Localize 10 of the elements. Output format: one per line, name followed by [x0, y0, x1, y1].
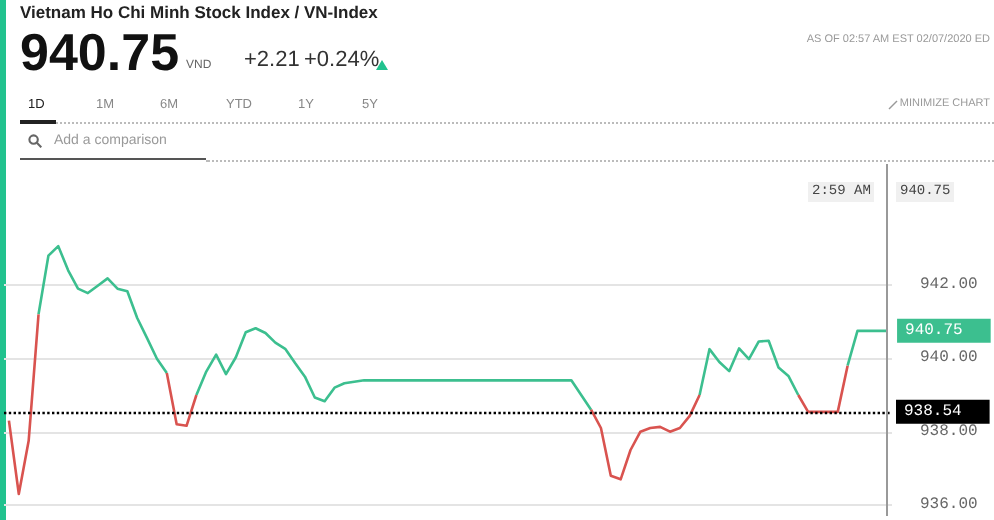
- y-tick-label: 942.00: [920, 276, 979, 294]
- y-tick-label: 938.00: [920, 422, 979, 441]
- text: +2.21: [244, 48, 300, 72]
- y-tick-label: 940.00: [920, 349, 979, 368]
- y-tick-label: 936.00: [920, 496, 979, 514]
- chart-title: Vietnam Ho Chi Minh Stock Index / VN-Index: [20, 2, 378, 22]
- ref-line-label: 938.54: [904, 402, 963, 421]
- text: 940.75: [20, 22, 180, 82]
- text: +0.24%: [304, 48, 380, 72]
- text: 940.75: [905, 321, 964, 340]
